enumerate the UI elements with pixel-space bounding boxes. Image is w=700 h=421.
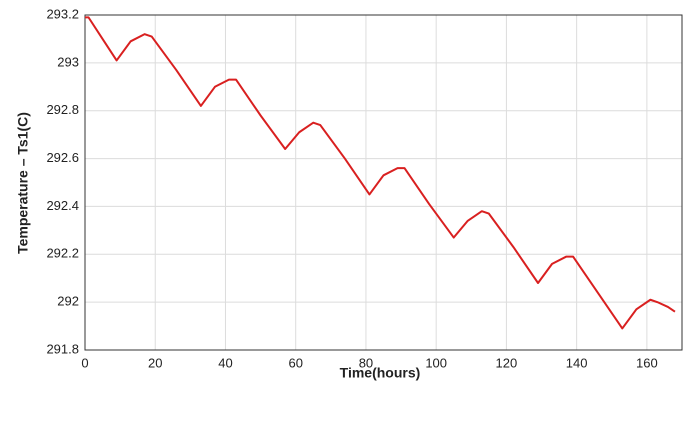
x-tick-label: 20 <box>148 355 162 370</box>
y-tick-label: 293 <box>57 54 79 69</box>
x-tick-label: 120 <box>496 355 518 370</box>
plot-frame <box>84 14 683 351</box>
x-tick-label: 100 <box>425 355 447 370</box>
y-tick-label: 292.6 <box>46 150 79 165</box>
x-tick-label: 160 <box>636 355 658 370</box>
y-tick-label: 292.2 <box>46 246 79 261</box>
x-tick-label: 0 <box>81 355 88 370</box>
x-axis-label: Time(hours) <box>340 365 421 381</box>
x-tick-label: 140 <box>566 355 588 370</box>
data-line <box>85 16 676 330</box>
x-tick-label: 60 <box>288 355 302 370</box>
x-tick-label: 40 <box>218 355 232 370</box>
y-tick-label: 291.8 <box>46 341 79 356</box>
x-tick-label: 80 <box>359 355 373 370</box>
y-tick-label: 292 <box>57 294 79 309</box>
y-tick-label: 292.4 <box>46 198 79 213</box>
y-tick-label: 292.8 <box>46 102 79 117</box>
y-axis-label: Temperature – Ts1(C) <box>15 112 31 254</box>
y-tick-label: 293.2 <box>46 6 79 21</box>
